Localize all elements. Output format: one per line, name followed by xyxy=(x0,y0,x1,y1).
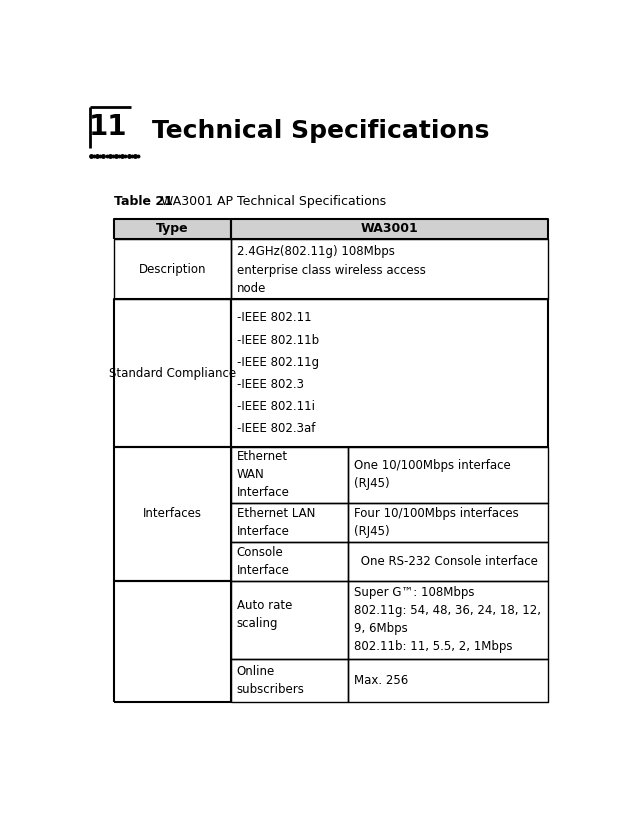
Text: -IEEE 802.3: -IEEE 802.3 xyxy=(237,377,304,391)
Text: Technical Specifications: Technical Specifications xyxy=(152,118,490,143)
Text: Auto rate
scaling: Auto rate scaling xyxy=(237,600,292,631)
Text: 11: 11 xyxy=(89,113,128,141)
Text: Online
subscribers: Online subscribers xyxy=(237,665,305,696)
Text: One 10/100Mbps interface
(RJ45): One 10/100Mbps interface (RJ45) xyxy=(354,459,511,490)
Text: -IEEE 802.11: -IEEE 802.11 xyxy=(237,311,312,324)
Text: Table 21: Table 21 xyxy=(114,195,173,208)
Bar xyxy=(114,219,548,239)
Text: Interfaces: Interfaces xyxy=(143,507,202,520)
Text: -IEEE 802.11i: -IEEE 802.11i xyxy=(237,400,315,413)
Text: -IEEE 802.11g: -IEEE 802.11g xyxy=(237,355,319,368)
Text: Type: Type xyxy=(156,222,189,235)
Text: Ethernet LAN
Interface: Ethernet LAN Interface xyxy=(237,507,315,538)
Text: Standard Compliance: Standard Compliance xyxy=(109,367,236,380)
Text: -IEEE 802.3af: -IEEE 802.3af xyxy=(237,422,315,435)
Text: Four 10/100Mbps interfaces
(RJ45): Four 10/100Mbps interfaces (RJ45) xyxy=(354,507,519,538)
Text: WA3001 AP Technical Specifications: WA3001 AP Technical Specifications xyxy=(154,195,386,208)
Text: 2.4GHz(802.11g) 108Mbps
enterprise class wireless access
node: 2.4GHz(802.11g) 108Mbps enterprise class… xyxy=(237,245,425,295)
Text: Super G™: 108Mbps
802.11g: 54, 48, 36, 24, 18, 12,
9, 6Mbps
802.11b: 11, 5.5, 2,: Super G™: 108Mbps 802.11g: 54, 48, 36, 2… xyxy=(354,586,541,653)
Text: WA3001: WA3001 xyxy=(361,222,418,235)
Text: Ethernet
WAN
Interface: Ethernet WAN Interface xyxy=(237,450,290,499)
Text: One RS-232 Console interface: One RS-232 Console interface xyxy=(357,555,538,568)
Text: -IEEE 802.11b: -IEEE 802.11b xyxy=(237,333,319,346)
Text: Description: Description xyxy=(139,262,207,275)
Text: Console
Interface: Console Interface xyxy=(237,546,290,577)
Text: Max. 256: Max. 256 xyxy=(354,674,408,687)
